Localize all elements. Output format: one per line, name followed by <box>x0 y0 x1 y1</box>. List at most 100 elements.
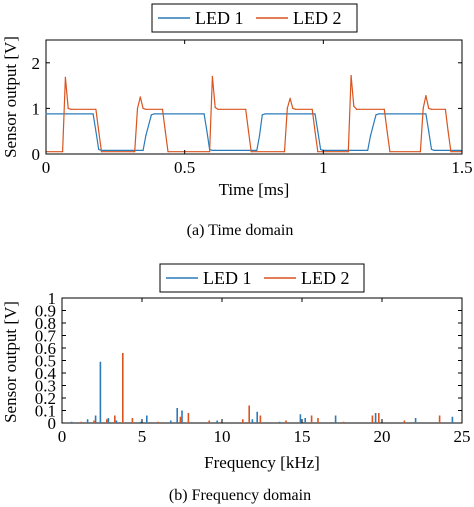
chart-b: 0 5 10 15 20 2500.10.20.30.40.50.60.70.80.91 … <box>1 263 471 504</box>
chart-a-data-point-led1 <box>211 149 213 151</box>
chart-b-y-tick-label: 0.8 <box>35 314 56 333</box>
chart-a-data-point-led1 <box>92 113 94 115</box>
chart-b-y-tick-label: 0.6 <box>35 339 56 358</box>
chart-a-data-point-led2 <box>317 151 319 153</box>
chart-a-data-point-led2 <box>353 105 355 107</box>
chart-a-data-point-led1 <box>206 130 208 132</box>
chart-a-data-point-led2 <box>289 97 291 99</box>
chart-a-x-tick-label: 0.5 <box>174 158 195 177</box>
chart-a-axes: 0 0.5 1 1.5 0 1 2 <box>32 40 473 177</box>
chart-a-data-point-led1 <box>378 113 380 115</box>
chart-a-x-tick-label: 1.5 <box>451 158 472 177</box>
chart-a-data-point-led2 <box>67 107 69 109</box>
chart-a-data-point-led1 <box>103 149 105 151</box>
chart-b-y-tick-label: 0.4 <box>35 364 57 383</box>
chart-b-legend-label-led2: LED 2 <box>301 268 350 288</box>
chart-b-y-tick-label: 0.7 <box>35 327 57 346</box>
chart-a-data-point-led2 <box>73 108 75 110</box>
chart-a-data-point-led2 <box>209 151 211 153</box>
chart-a-data-point-led2 <box>292 107 294 109</box>
chart-a-legend-label-led2: LED 2 <box>293 8 342 28</box>
chart-a-data-point-led2 <box>139 96 141 98</box>
chart-a-data-point-led2 <box>295 108 297 110</box>
chart-a-data-point-led2 <box>62 151 64 153</box>
chart-a-series <box>45 74 463 153</box>
chart-a-data-point-led2 <box>167 151 169 153</box>
chart-a-y-tick-label: 1 <box>32 99 41 118</box>
chart-a-data-point-led1 <box>264 113 266 115</box>
chart-b-legend: LED 1 LED 2 <box>159 263 365 293</box>
chart-a-y-tick-label: 2 <box>32 54 41 73</box>
chart-b-y-tick-label: 0.3 <box>35 377 56 396</box>
chart-b-x-tick-label: 10 <box>214 427 231 446</box>
chart-b-caption: (b) Frequency domain <box>169 487 311 504</box>
chart-a-data-point-led2 <box>422 107 424 109</box>
chart-a-data-point-led2 <box>134 151 136 153</box>
chart-a-data-point-led2 <box>358 108 360 110</box>
chart-a-y-tick-label: 0 <box>32 145 41 164</box>
chart-a-data-point-led2 <box>217 108 219 110</box>
chart-a-data-point-led1 <box>314 113 316 115</box>
chart-a-data-point-led2 <box>428 107 430 109</box>
chart-a-x-tick-label: 0 <box>42 158 51 177</box>
chart-a-data-point-led2 <box>220 108 222 110</box>
chart-a-data-point-led1 <box>433 149 435 151</box>
chart-b-legend-label-led1: LED 1 <box>203 268 252 288</box>
chart-a-data-point-led2 <box>164 130 166 132</box>
chart-a-data-point-led1 <box>153 113 155 115</box>
chart-a-data-point-led1 <box>256 149 258 151</box>
chart-a-data-point-led1 <box>150 114 152 116</box>
chart-a-plot-area <box>45 39 463 155</box>
chart-a-data-point-led2 <box>250 151 252 153</box>
chart-b-y-tick-label: 1 <box>48 289 57 308</box>
chart-a-x-tick-label: 1 <box>319 158 328 177</box>
chart-a-data-point-led2 <box>64 76 66 78</box>
chart-b-x-axis-label: Frequency [kHz] <box>204 453 320 472</box>
chart-a-data-point-led1 <box>214 149 216 151</box>
chart-a-data-point-led1 <box>98 148 100 150</box>
chart-a-data-point-led1 <box>45 113 47 115</box>
chart-b-y-tick-label: 0.5 <box>35 352 56 371</box>
chart-b-y-tick-label: 0.2 <box>35 389 56 408</box>
chart-a-data-point-led2 <box>350 75 352 77</box>
chart-a-data-point-led1 <box>325 149 327 151</box>
chart-a-data-point-led2 <box>383 108 385 110</box>
chart-a-data-point-led1 <box>369 135 372 137</box>
chart-a-data-point-led2 <box>419 151 421 153</box>
chart-a-data-point-led2 <box>70 108 72 110</box>
chart-a-data-point-led1 <box>367 149 369 151</box>
chart-a-data-point-led1 <box>428 130 430 132</box>
chart-a-data-point-led2 <box>95 108 97 110</box>
chart-a-data-point-led2 <box>356 108 358 110</box>
chart-a-data-point-led2 <box>211 75 213 78</box>
chart-b-y-axis-label: Sensor output [V] <box>1 301 20 423</box>
chart-a-data-point-led2 <box>347 151 349 153</box>
chart-a-data-point-led2 <box>447 130 449 132</box>
chart-b-y-tick-label: 0.9 <box>35 302 56 321</box>
chart-a-data-point-led2 <box>245 108 247 110</box>
chart-a-data-point-led2 <box>145 108 147 110</box>
chart-a-data-point-led2 <box>100 151 103 153</box>
chart-a-data-point-led1 <box>320 148 322 150</box>
chart-a-data-point-led1 <box>145 135 147 137</box>
chart-a-data-point-led1 <box>261 114 263 116</box>
chart-a-data-point-led2 <box>98 130 100 132</box>
chart-b-x-tick-label: 5 <box>138 427 147 446</box>
chart-a-data-point-led2 <box>425 95 427 97</box>
chart-b-x-tick-label: 15 <box>294 427 311 446</box>
chart-a-data-point-led1 <box>436 149 438 151</box>
chart-a-data-point-led2 <box>444 108 446 110</box>
chart-b-x-tick-label: 0 <box>58 427 67 446</box>
chart-a-data-point-led2 <box>161 108 164 110</box>
chart-a-data-point-led1 <box>258 135 261 137</box>
chart-b-series <box>70 353 454 423</box>
chart-a-data-point-led1 <box>375 114 377 116</box>
chart-a-data-point-led1 <box>95 130 97 132</box>
chart-a-data-point-led1 <box>142 149 144 151</box>
chart-a-data-point-led2 <box>314 130 316 132</box>
chart-a-series-line-led1 <box>46 113 462 151</box>
chart-b-axes: 0 5 10 15 20 25 00.10.20.30.40.50.60.70.80.91 <box>35 289 471 446</box>
chart-a-series-line-led2 <box>46 74 462 153</box>
